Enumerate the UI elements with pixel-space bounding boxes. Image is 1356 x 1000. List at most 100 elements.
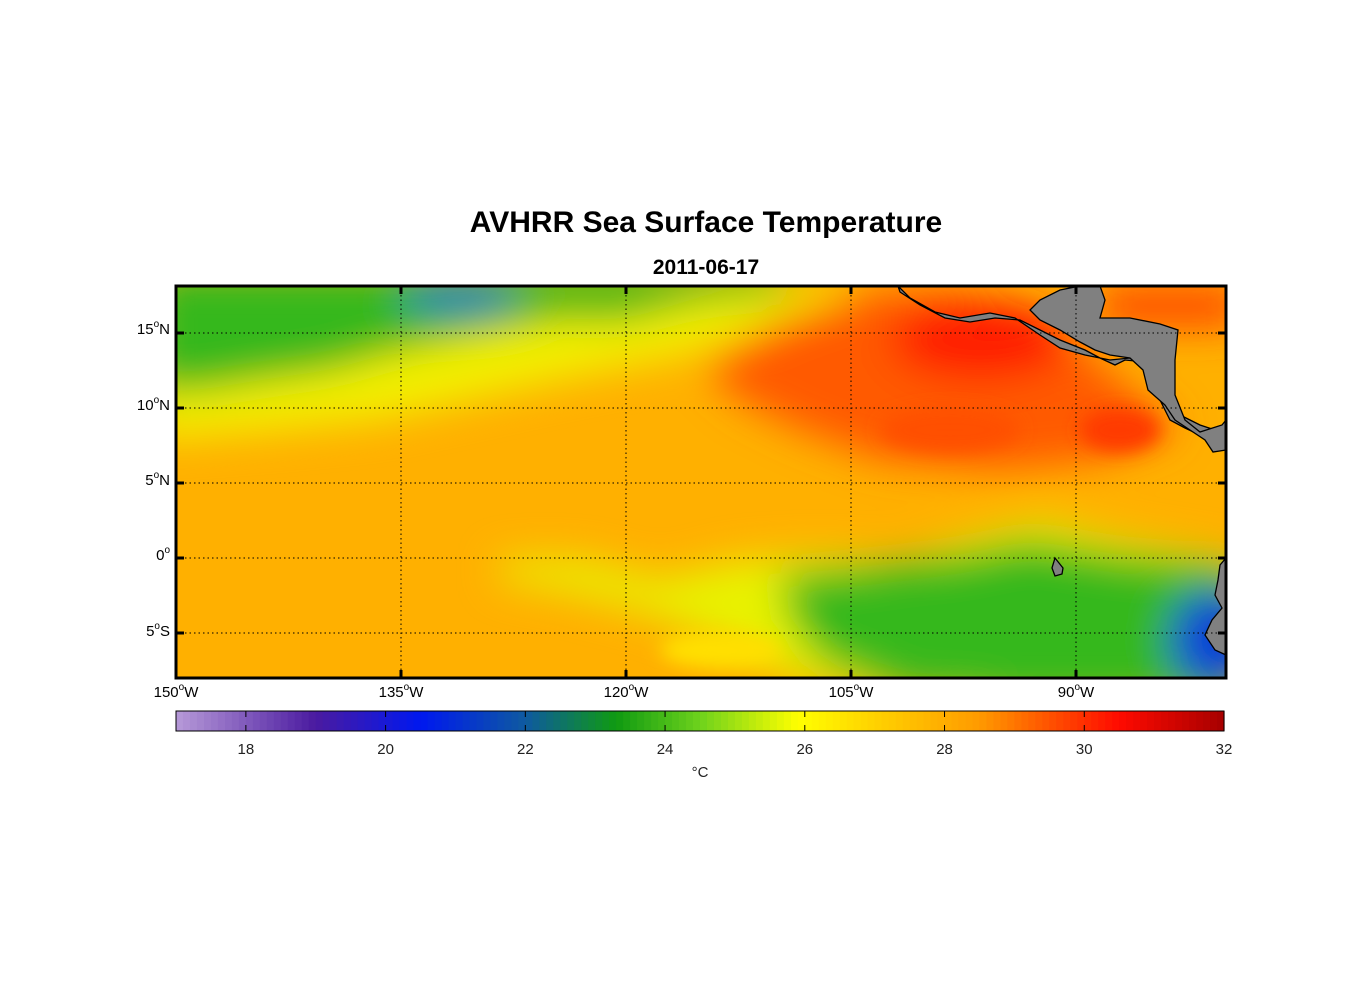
colorbar-swatch xyxy=(853,711,862,731)
colorbar-swatch xyxy=(888,711,897,731)
colorbar-swatch xyxy=(916,711,925,731)
colorbar-swatch xyxy=(357,711,366,731)
colorbar-tick-label: 18 xyxy=(237,741,255,758)
colorbar-swatch xyxy=(399,711,408,731)
colorbar-swatch xyxy=(245,711,254,731)
colorbar-swatch xyxy=(581,711,589,731)
colorbar-swatch xyxy=(1084,711,1092,731)
colorbar-swatch xyxy=(602,711,610,731)
colorbar-swatch xyxy=(734,711,743,731)
colorbar-swatch xyxy=(238,711,247,731)
colorbar-swatch xyxy=(1140,711,1148,731)
colorbar-swatch xyxy=(986,711,995,731)
colorbar-swatch xyxy=(1098,711,1106,731)
colorbar-swatch xyxy=(1196,711,1204,731)
colorbar-swatch xyxy=(595,711,603,731)
colorbar-swatch xyxy=(504,711,512,731)
colorbar-swatch xyxy=(336,711,345,731)
longitude-label: 135oW xyxy=(378,682,424,701)
colorbar-swatch xyxy=(1203,711,1211,731)
colorbar-swatch xyxy=(539,711,547,731)
colorbar-swatch xyxy=(846,711,855,731)
colorbar-swatch xyxy=(259,711,268,731)
colorbar-swatch xyxy=(553,711,561,731)
colorbar-swatch xyxy=(644,711,652,731)
colorbar-swatch xyxy=(315,711,324,731)
colorbar-swatch xyxy=(693,711,701,731)
colorbar-swatch xyxy=(867,711,876,731)
north-cold-patch xyxy=(400,286,520,312)
colorbar-swatch xyxy=(630,711,638,731)
colorbar-swatch xyxy=(658,711,666,731)
colorbar-swatch xyxy=(1049,711,1057,731)
north-yellow-band xyxy=(176,286,850,438)
colorbar-swatch xyxy=(937,711,946,731)
colorbar-swatch xyxy=(378,711,387,731)
colorbar-swatch xyxy=(902,711,911,731)
colorbar-swatch xyxy=(783,711,792,731)
colorbar-swatch xyxy=(588,711,596,731)
colorbar-tick-label: 30 xyxy=(1075,741,1093,758)
yucatan-land xyxy=(1029,286,1226,453)
colorbar-swatch xyxy=(1119,711,1127,731)
colorbar-swatch xyxy=(574,711,582,731)
colorbar-swatch xyxy=(511,711,519,731)
colorbar-swatch xyxy=(881,711,890,731)
colorbar-swatch xyxy=(280,711,289,731)
north-cool-band xyxy=(176,286,783,391)
colorbar-swatch xyxy=(350,711,359,731)
colorbar-swatch xyxy=(741,711,750,731)
colorbar-swatch xyxy=(364,711,373,731)
colorbar-tick-label: 22 xyxy=(516,741,534,758)
colorbar-swatch xyxy=(993,711,1002,731)
colorbar-swatch xyxy=(371,711,380,731)
colorbar-swatch xyxy=(252,711,261,731)
latitude-label: 5oS xyxy=(146,620,170,640)
colorbar-swatch xyxy=(1077,711,1085,731)
colorbar-swatch xyxy=(1021,711,1029,731)
colorbar-swatch xyxy=(755,711,764,731)
colorbar-swatch xyxy=(427,711,436,731)
colorbar-swatch xyxy=(1217,711,1225,731)
map-frame xyxy=(174,284,1228,680)
colorbar-swatch xyxy=(1210,711,1218,731)
colorbar-swatch xyxy=(518,711,526,731)
colorbar-swatch xyxy=(343,711,352,731)
colorbar-swatch xyxy=(329,711,338,731)
colorbar-swatch xyxy=(210,711,219,731)
colorbar-swatch xyxy=(1091,711,1099,731)
colorbar-swatch xyxy=(266,711,275,731)
sst-field xyxy=(176,286,1226,678)
colorbar-swatch xyxy=(182,711,191,731)
longitude-label: 150oW xyxy=(153,682,199,701)
colorbar-swatch xyxy=(1070,711,1078,731)
colorbar-swatch xyxy=(951,711,960,731)
colorbar-swatch xyxy=(1028,711,1036,731)
colorbar-swatch xyxy=(706,711,715,731)
colorbar-swatch xyxy=(497,711,505,731)
colorbar-swatch xyxy=(434,711,443,731)
colorbar-swatch xyxy=(448,711,457,731)
colorbar-swatch xyxy=(1063,711,1071,731)
colorbar-swatch xyxy=(455,711,464,731)
colorbar-swatch xyxy=(1175,711,1183,731)
longitude-label: 120oW xyxy=(603,682,649,701)
colorbar-swatch xyxy=(1105,711,1113,731)
colorbar-swatch xyxy=(762,711,771,731)
latitude-label: 5oN xyxy=(145,470,170,489)
latitude-label: 10oN xyxy=(136,394,170,414)
colorbar-tick-label: 28 xyxy=(936,741,953,758)
colorbar-swatch xyxy=(1147,711,1155,731)
colorbar-swatch xyxy=(944,711,953,731)
colorbar-swatch xyxy=(839,711,848,731)
colorbar-swatch xyxy=(1007,711,1015,731)
colorbar-swatch xyxy=(1112,711,1120,731)
colorbar-swatch xyxy=(895,711,904,731)
colorbar-swatch xyxy=(420,711,429,731)
equatorial-green-tongue xyxy=(780,540,1226,678)
colorbar-swatch xyxy=(1035,711,1043,731)
colorbar-swatch xyxy=(672,711,680,731)
colorbar-swatch xyxy=(406,711,415,731)
colorbar-swatch xyxy=(413,711,422,731)
